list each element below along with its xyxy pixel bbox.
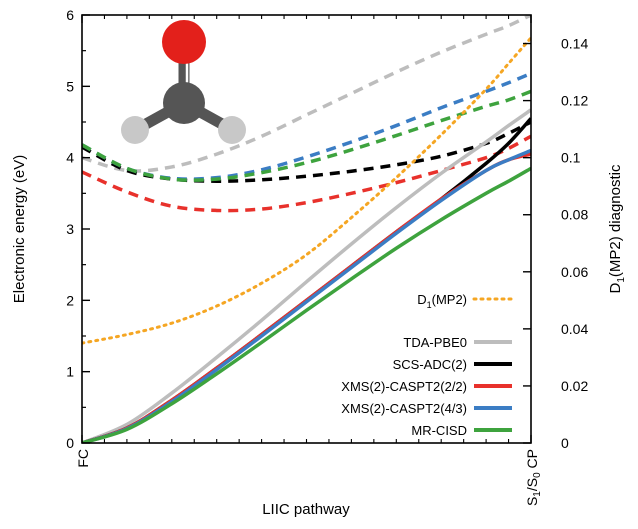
hydrogen-atom-left (121, 116, 149, 144)
y-right-tick-label: 0.12 (561, 93, 588, 109)
plot-area (82, 15, 531, 443)
axis-ticks: 0 1 2 3 4 5 6 0 0.02 0.04 0.06 0.08 0.1 0.12 0.14 (66, 7, 588, 451)
y-left-tick-label: 4 (66, 150, 74, 166)
y-right-tick-label: 0.14 (561, 36, 588, 52)
y-left-tick-label: 0 (66, 435, 74, 451)
legend-label-d1-mp2: D1(MP2) (417, 292, 467, 310)
legend-label-xms-caspt2-2-2: XMS(2)-CASPT2(2/2) (341, 379, 467, 394)
series-line-xms-2-caspt2-2-2-t1 (82, 134, 531, 213)
y-left-tick-label: 1 (66, 364, 74, 380)
series-line-mr-cisd-t1 (82, 89, 531, 182)
y-left-tick-label: 6 (66, 7, 74, 23)
y-right-tick-label: 0 (561, 435, 569, 451)
y-axis-left-title: Electronic energy (eV) (11, 155, 28, 303)
legend-label-xms-caspt2-4-3: XMS(2)-CASPT2(4/3) (341, 401, 467, 416)
series-line-tda-pbe0-s1 (82, 108, 531, 443)
series-line-scs-adc-2-t1 (82, 120, 531, 183)
x-axis-title: LIIC pathway (262, 501, 350, 518)
series-line-mr-cisd-s1 (82, 166, 531, 443)
y-right-tick-label: 0.04 (561, 321, 588, 337)
legend-label-scs-adc2: SCS-ADC(2) (393, 357, 467, 372)
y-axis-right-title: D1(MP2) diagnostic (607, 164, 627, 293)
y-right-tick-label: 0.08 (561, 207, 588, 223)
y-left-tick-label: 2 (66, 292, 74, 308)
x-tick-label-cp: S1/S0 CP (524, 449, 543, 506)
x-tick-label-fc: FC (75, 449, 91, 468)
series-lines (82, 15, 531, 443)
legend-label-tda-pbe0: TDA-PBE0 (403, 335, 467, 350)
legend: D1(MP2) TDA-PBE0 SCS-ADC(2) XMS(2)-CASPT… (341, 292, 514, 438)
oxygen-atom (162, 20, 206, 64)
molecule-inset (121, 20, 246, 144)
y-right-tick-label: 0.1 (561, 150, 581, 166)
carbon-atom (163, 82, 205, 124)
series-line-tda-pbe0-t1 (82, 15, 531, 173)
y-left-tick-label: 5 (66, 78, 74, 94)
y-right-tick-label: 0.06 (561, 264, 588, 280)
y-right-tick-label: 0.02 (561, 378, 588, 394)
series-line-d1-mp2 (82, 36, 531, 345)
y-left-tick-label: 3 (66, 221, 74, 237)
hydrogen-atom-right (218, 116, 246, 144)
legend-label-mr-cisd: MR-CISD (411, 423, 467, 438)
